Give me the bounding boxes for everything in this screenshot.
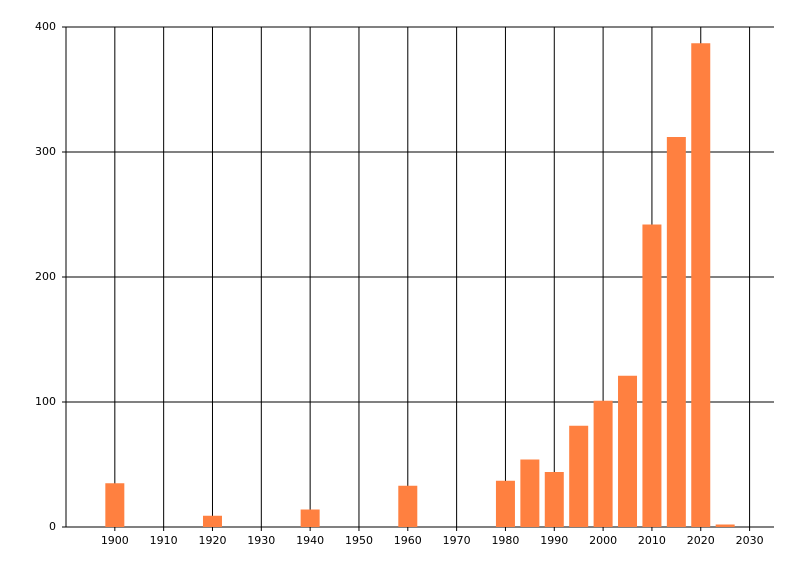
x-tick-label: 2030 <box>736 534 764 547</box>
bar <box>642 224 662 527</box>
bar <box>593 400 613 527</box>
x-tick-label: 1920 <box>198 534 226 547</box>
bar <box>300 509 320 527</box>
y-tick-label: 400 <box>35 20 56 33</box>
bar <box>715 524 735 527</box>
bar <box>105 483 125 527</box>
x-tick-label: 1980 <box>491 534 519 547</box>
x-tick-label: 1900 <box>101 534 129 547</box>
y-tick-label: 300 <box>35 145 56 158</box>
bar <box>520 459 540 527</box>
x-tick-label: 1940 <box>296 534 324 547</box>
x-tick-label: 1950 <box>345 534 373 547</box>
bar <box>691 43 711 527</box>
bar <box>569 425 589 527</box>
y-tick-label: 0 <box>49 520 56 533</box>
x-tick-label: 1970 <box>443 534 471 547</box>
bar <box>202 515 222 527</box>
bar <box>398 485 418 527</box>
bar <box>666 137 686 527</box>
y-tick-label: 100 <box>35 395 56 408</box>
bar <box>544 472 564 527</box>
y-tick-label: 200 <box>35 270 56 283</box>
x-tick-label: 2010 <box>638 534 666 547</box>
x-tick-label: 1990 <box>540 534 568 547</box>
x-tick-label: 1910 <box>150 534 178 547</box>
bar <box>618 375 638 527</box>
x-tick-label: 2020 <box>687 534 715 547</box>
x-tick-label: 1930 <box>247 534 275 547</box>
bar <box>495 480 515 527</box>
x-tick-label: 2000 <box>589 534 617 547</box>
x-tick-label: 1960 <box>394 534 422 547</box>
